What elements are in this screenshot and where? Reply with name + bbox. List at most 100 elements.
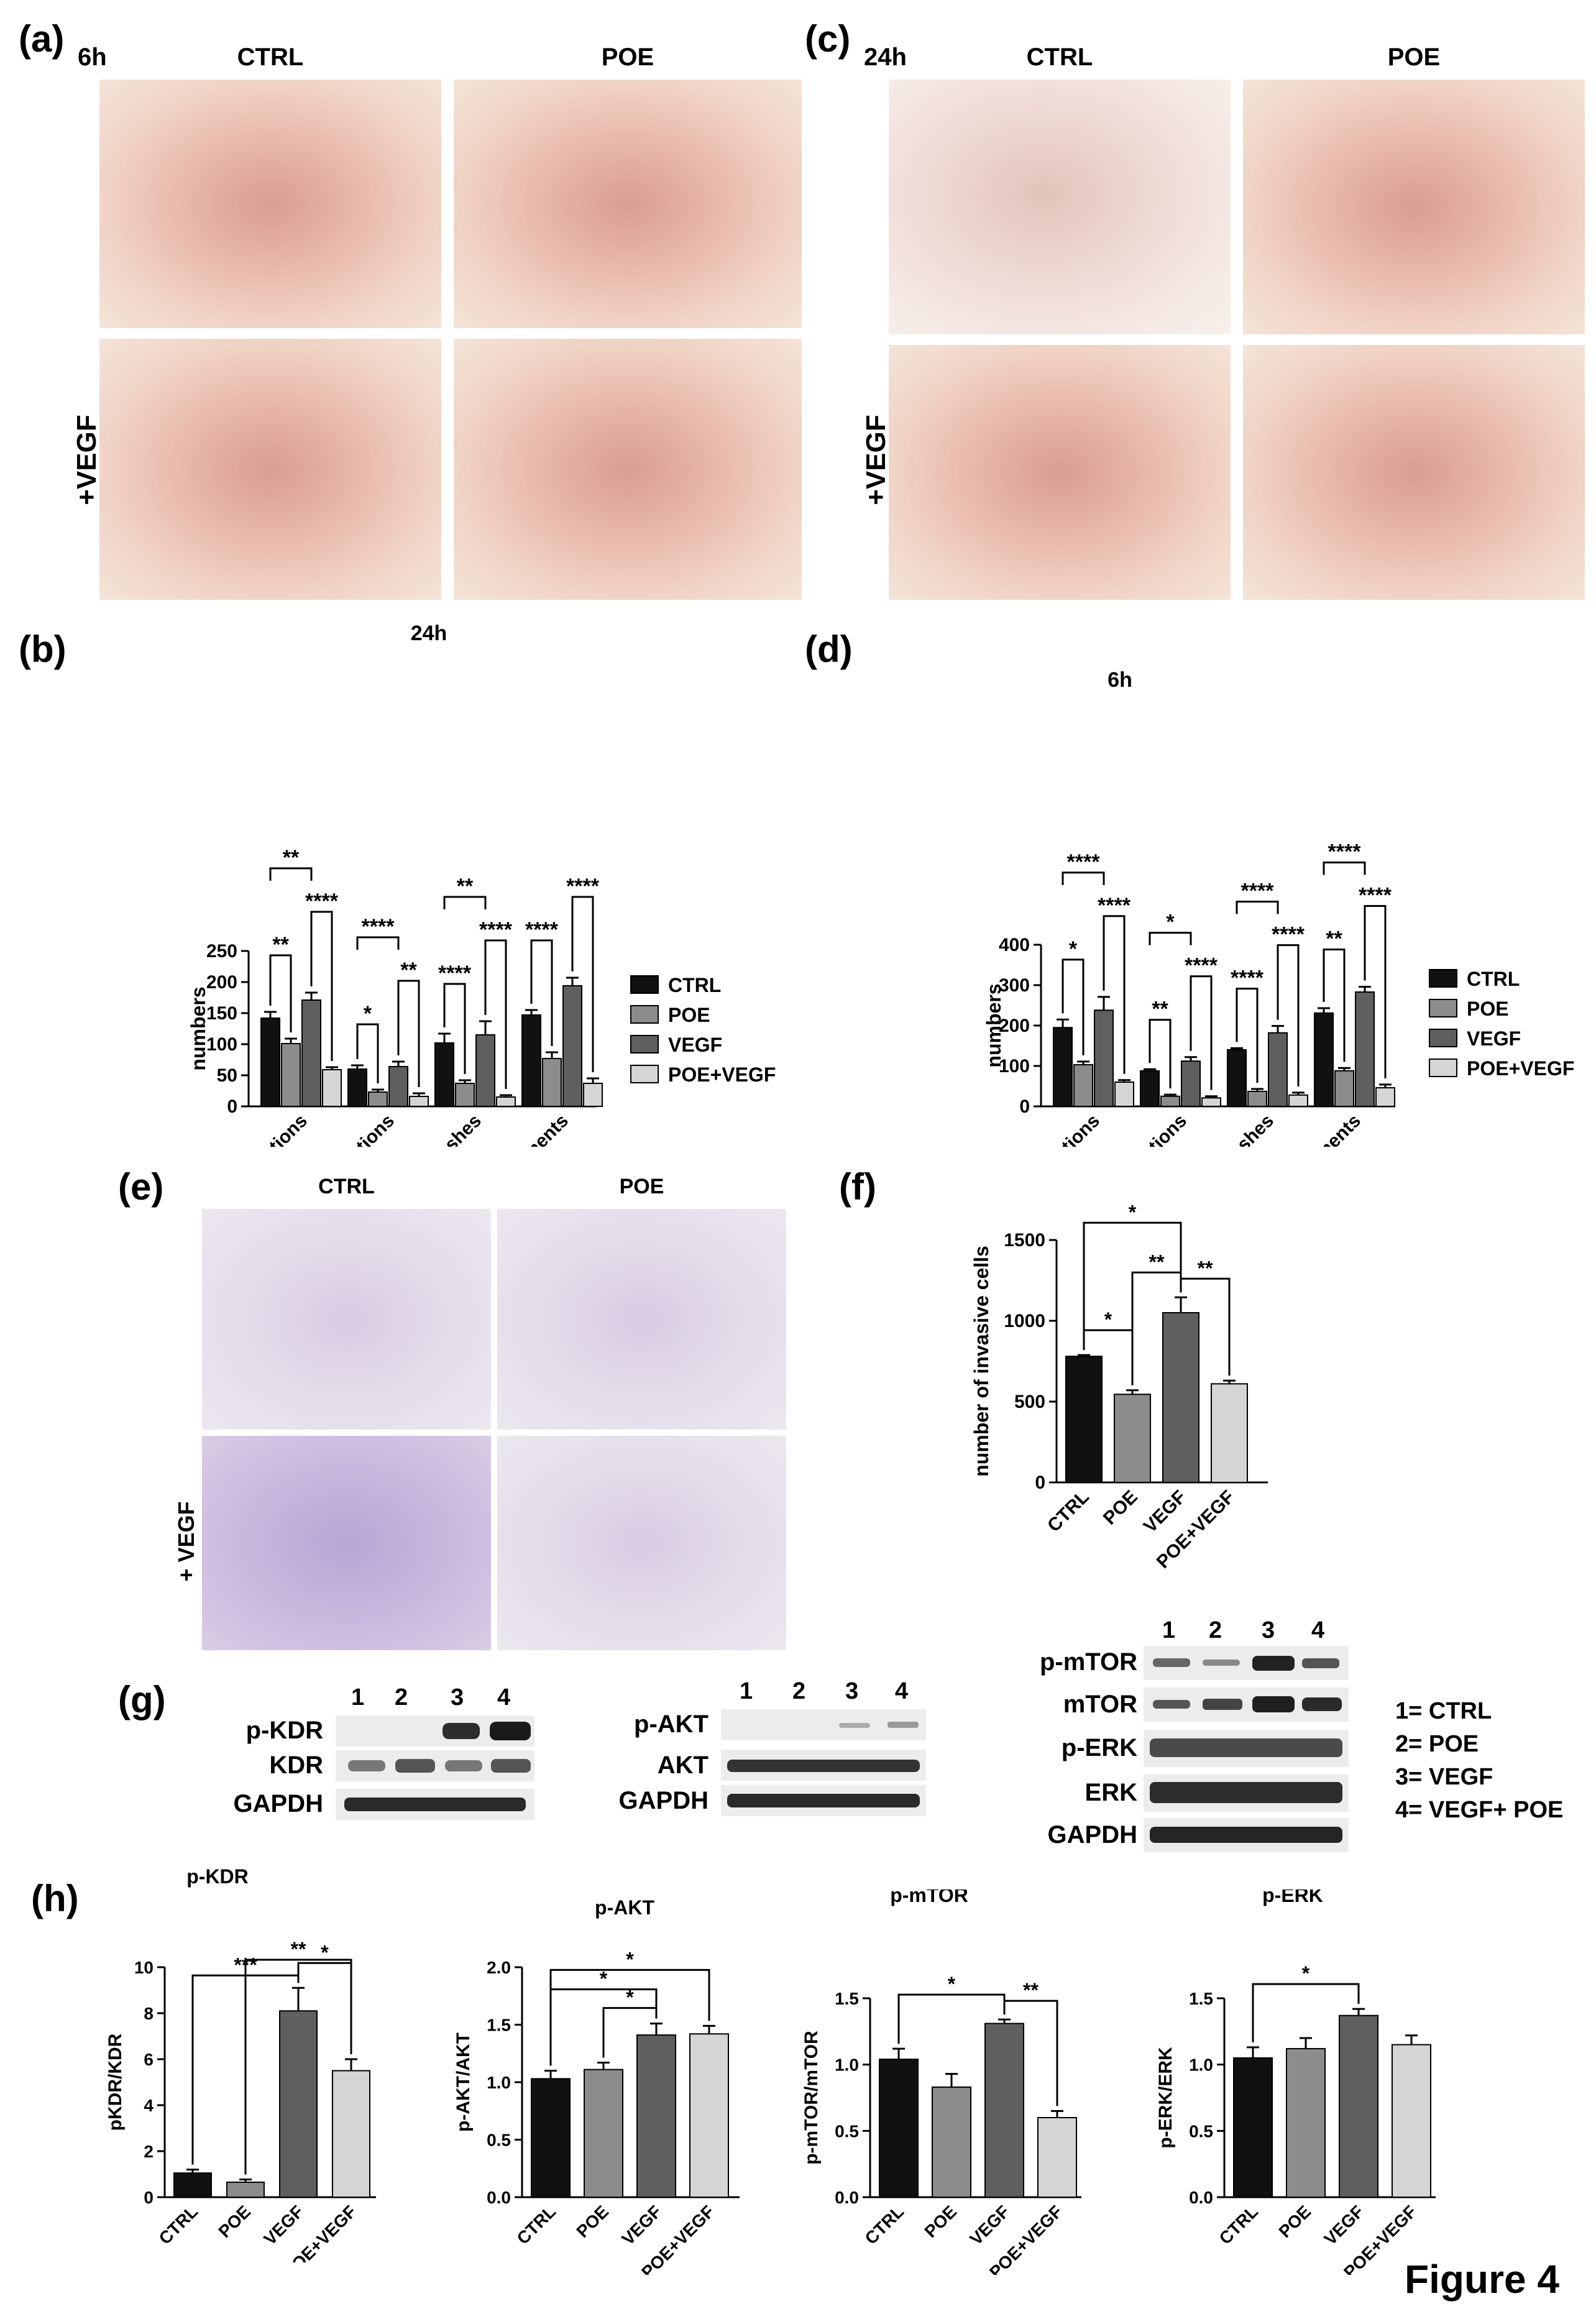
chart-d-bar-ctrl-3 xyxy=(1314,1012,1334,1107)
chart-h4-bar-1 xyxy=(1286,2048,1326,2198)
chart-b-significance-bracket xyxy=(397,980,420,1087)
chart-d-bar-poe-vegf-2 xyxy=(1288,1094,1308,1107)
chart-d-bar-poe-vegf-1 xyxy=(1201,1097,1221,1107)
panel-e-row-label: + VEGF xyxy=(173,1501,199,1582)
chart-d-x-tick-label: junctions xyxy=(1030,1111,1104,1147)
chart-b-title: 24h xyxy=(411,622,447,645)
chart-h4-bar-3 xyxy=(1392,2044,1431,2198)
chart-d-significance-bracket xyxy=(1149,932,1192,945)
chart-h1-y-axis-label: pKDR/KDR xyxy=(105,2033,126,2131)
chart-h1-y-tick-label: 6 xyxy=(144,2050,154,2069)
chart-d-y-tick-label: 200 xyxy=(999,1016,1030,1036)
akt-lane-3: 3 xyxy=(845,1678,859,1704)
chart-h1-y-tick-label: 4 xyxy=(144,2096,154,2115)
chart-h2-y-tick-label: 2.0 xyxy=(487,1958,511,1977)
micrograph-e-poe-vegf xyxy=(497,1436,786,1650)
chart-b-legend-swatch xyxy=(630,1035,659,1054)
panel-h-label: (h) xyxy=(31,1878,79,1919)
chart-h3: 0.0 0.5 1.0 1.5 p-mTOR/mTOR p-mTOR CTRL POE VEGF… xyxy=(801,1890,1081,2275)
chart-d-significance-bracket xyxy=(1323,948,1346,1062)
panel-d-label: (d) xyxy=(805,628,853,670)
kdr-lane-3: 3 xyxy=(451,1684,464,1711)
chart-b-bar-ctrl-3 xyxy=(521,1014,541,1107)
chart-h1-x-tick-label: POE xyxy=(215,2202,255,2241)
micrograph-a-poe xyxy=(454,80,802,328)
blot-mtor xyxy=(1144,1688,1349,1722)
chart-b-bar-poe-1 xyxy=(368,1091,388,1107)
chart-f-x-tick-label: CTRL xyxy=(1043,1487,1093,1536)
chart-d-significance-bracket xyxy=(1323,861,1366,875)
chart-h3-bar-1 xyxy=(932,2086,971,2198)
chart-b-y-tick-label: 150 xyxy=(206,1003,237,1024)
chart-b-bar-vegf-2 xyxy=(475,1034,495,1107)
chart-b: 050100150200250numbers24hjunctionsmaster… xyxy=(187,622,776,1147)
chart-b-bar-ctrl-1 xyxy=(347,1068,367,1107)
chart-h4-x-tick-label: VEGF xyxy=(1320,2202,1367,2249)
chart-b-significance-label: **** xyxy=(438,962,472,985)
chart-h4-x-tick-label: CTRL xyxy=(1216,2202,1262,2248)
blot-akt-gapdh xyxy=(721,1785,926,1816)
chart-h3-x-tick-label: VEGF xyxy=(966,2202,1013,2249)
chart-d-significance-bracket xyxy=(1149,1019,1172,1089)
chart-d-significance-label: **** xyxy=(1359,884,1392,907)
chart-h4-bar-0 xyxy=(1233,2057,1273,2198)
chart-h2-significance-bracket xyxy=(549,1968,710,2066)
chart-h2-y-tick-label: 0.5 xyxy=(487,2131,511,2150)
mtor-lane-1: 1 xyxy=(1162,1617,1176,1643)
chart-b-bar-poe-2 xyxy=(455,1083,475,1107)
chart-h1-bar-1 xyxy=(226,2181,265,2198)
chart-h1-bar-2 xyxy=(279,2010,318,2198)
chart-b-significance-label: **** xyxy=(525,918,559,942)
chart-f-significance-label: * xyxy=(1129,1201,1137,1223)
chart-h3-y-tick-label: 0.0 xyxy=(835,2188,859,2207)
chart-h3-bar-0 xyxy=(879,2059,919,2198)
micrograph-c-ctrl xyxy=(889,80,1231,334)
chart-h2-bar-3 xyxy=(689,2033,729,2198)
blot-kdr xyxy=(336,1750,534,1781)
chart-d-significance-label: **** xyxy=(1067,850,1101,874)
panel-a-label: (a) xyxy=(19,18,65,60)
chart-d-legend-swatch xyxy=(1429,1058,1457,1077)
chart-b-significance-bracket xyxy=(443,896,487,909)
chart-b-y-tick-label: 200 xyxy=(206,972,237,993)
panel-c-time: 24h xyxy=(864,44,907,71)
mtor-row-label-mtor: mTOR xyxy=(1063,1691,1137,1718)
lane-key-2: 2= POE xyxy=(1395,1731,1479,1757)
chart-f-x-tick-label: POE xyxy=(1099,1487,1142,1529)
chart-f-significance-label: ** xyxy=(1149,1251,1165,1273)
panel-c-label: (c) xyxy=(805,18,851,60)
chart-d-significance-bracket xyxy=(1062,958,1085,1055)
akt-lane-1: 1 xyxy=(740,1678,753,1704)
chart-h1-bar-3 xyxy=(332,2070,370,2198)
micrograph-c-poe-vegf xyxy=(1243,345,1585,600)
chart-d-significance-bracket xyxy=(1062,871,1105,885)
kdr-row-label-gapdh: GAPDH xyxy=(233,1790,323,1817)
chart-h1-significance-label: * xyxy=(321,1941,329,1963)
chart-h2-bar-2 xyxy=(636,2034,676,2198)
blot-kdr-gapdh xyxy=(336,1789,534,1820)
chart-d-bar-vegf-3 xyxy=(1355,991,1375,1107)
chart-d-significance-label: **** xyxy=(1098,894,1131,917)
chart-b-significance-bracket xyxy=(269,867,313,881)
chart-d-significance-label: ** xyxy=(1326,927,1342,951)
chart-h1-significance-label: ** xyxy=(291,1938,306,1960)
kdr-row-label-pkdr: p-KDR xyxy=(245,1717,323,1744)
chart-h3-x-tick-label: CTRL xyxy=(861,2202,908,2248)
chart-f: 0 500 1000 1500 number of invasive cells CTRL… xyxy=(970,1201,1268,1573)
panel-a-header-ctrl: CTRL xyxy=(237,44,304,71)
chart-f-bar-0 xyxy=(1065,1356,1103,1484)
chart-d-y-axis-label: numbers xyxy=(983,983,1005,1067)
chart-h2-bar-0 xyxy=(531,2078,571,2198)
kdr-lane-2: 2 xyxy=(395,1684,408,1711)
mtor-lane-3: 3 xyxy=(1262,1617,1275,1643)
chart-d-significance-label: * xyxy=(1069,937,1078,961)
chart-b-significance-bracket xyxy=(310,911,333,1061)
chart-f-y-tick-label: 500 xyxy=(1014,1392,1045,1412)
chart-d-significance-label: **** xyxy=(1185,954,1218,978)
chart-b-legend-label: POE xyxy=(668,1004,710,1026)
chart-b-significance-bracket xyxy=(484,939,507,1089)
chart-b-x-tick-label: meshes xyxy=(422,1111,485,1147)
chart-h3-y-tick-label: 1.5 xyxy=(835,1989,859,2008)
micrograph-e-poe xyxy=(497,1209,786,1430)
mtor-row-label-gapdh: GAPDH xyxy=(1047,1821,1137,1848)
